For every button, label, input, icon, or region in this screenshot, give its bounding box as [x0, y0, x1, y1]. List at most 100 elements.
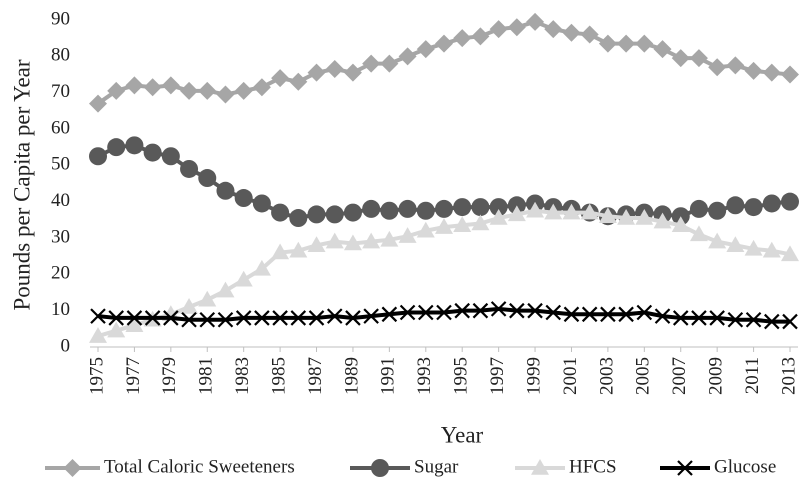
marker	[671, 49, 690, 68]
x-tick-label: 2007	[669, 357, 690, 395]
y-tick-label: 40	[51, 190, 70, 211]
marker	[526, 201, 545, 218]
marker	[290, 310, 307, 326]
marker	[125, 136, 144, 155]
marker	[489, 198, 508, 217]
marker	[708, 201, 727, 220]
marker	[143, 78, 162, 97]
x-tick-label: 1989	[341, 357, 362, 395]
marker	[234, 270, 253, 287]
x-tick-label: 2013	[778, 357, 799, 395]
marker	[107, 138, 126, 157]
marker	[235, 310, 252, 326]
marker	[727, 311, 744, 328]
x-tick-label: 1997	[487, 357, 508, 395]
marker	[435, 34, 453, 53]
marker	[581, 306, 598, 323]
marker	[472, 302, 489, 319]
marker	[234, 189, 253, 208]
marker	[143, 143, 162, 162]
marker	[744, 198, 763, 217]
y-tick-label: 50	[51, 154, 70, 175]
marker	[418, 304, 434, 321]
x-tick-label: 1977	[123, 357, 144, 395]
y-tick-label: 90	[51, 8, 70, 29]
marker	[161, 76, 180, 95]
marker	[289, 241, 308, 258]
legend-marker	[531, 459, 549, 475]
marker	[343, 203, 362, 222]
x-tick-label: 1981	[196, 357, 217, 395]
marker	[107, 321, 126, 338]
marker	[325, 232, 344, 249]
marker	[180, 298, 199, 314]
marker	[216, 281, 235, 298]
marker	[435, 218, 453, 234]
marker	[125, 76, 144, 95]
marker	[325, 205, 344, 224]
legend-label: HFCS	[569, 456, 617, 477]
marker	[653, 212, 672, 229]
marker	[289, 72, 308, 91]
marker	[217, 311, 234, 328]
marker	[343, 234, 362, 251]
y-tick-label: 70	[51, 81, 70, 102]
x-tick-label: 1995	[451, 357, 472, 395]
marker	[398, 199, 417, 218]
marker	[689, 199, 708, 218]
marker	[108, 310, 124, 326]
marker	[635, 34, 654, 53]
marker	[562, 23, 581, 42]
y-tick-label: 0	[61, 335, 71, 356]
marker	[199, 311, 216, 328]
marker	[745, 311, 762, 328]
marker	[527, 302, 543, 319]
legend-marker	[63, 459, 82, 477]
marker	[254, 310, 270, 326]
marker	[198, 290, 217, 307]
marker	[398, 227, 417, 243]
marker	[89, 147, 107, 166]
marker	[782, 313, 798, 330]
marker	[180, 81, 199, 100]
marker	[726, 56, 745, 75]
x-tick-label: 2011	[742, 357, 763, 394]
x-axis-title: Year	[441, 422, 484, 447]
x-tick-label: 1999	[523, 357, 544, 395]
marker	[398, 47, 417, 66]
marker	[435, 199, 453, 218]
marker	[271, 69, 290, 88]
marker	[471, 198, 490, 217]
marker	[507, 196, 526, 215]
marker	[289, 209, 308, 228]
x-tick-label: 1979	[159, 357, 180, 395]
marker	[618, 306, 634, 323]
marker	[234, 81, 253, 100]
marker	[600, 306, 616, 323]
marker	[380, 230, 399, 247]
marker	[507, 18, 526, 37]
marker	[580, 25, 599, 44]
marker	[363, 308, 379, 324]
marker	[380, 201, 399, 220]
marker	[252, 259, 271, 276]
marker	[489, 20, 508, 39]
marker	[762, 194, 781, 213]
y-tick-label: 60	[51, 117, 70, 138]
legend-label: Sugar	[414, 456, 459, 477]
marker	[580, 203, 599, 220]
marker	[764, 313, 780, 330]
marker	[126, 310, 143, 326]
marker	[89, 327, 107, 343]
marker	[380, 54, 399, 73]
marker	[144, 310, 161, 326]
marker	[507, 205, 526, 222]
x-tick-label: 1993	[414, 357, 435, 395]
marker	[671, 216, 690, 233]
marker	[653, 40, 672, 59]
marker	[454, 302, 470, 319]
marker	[416, 221, 435, 238]
marker	[781, 192, 799, 211]
marker	[689, 49, 708, 68]
